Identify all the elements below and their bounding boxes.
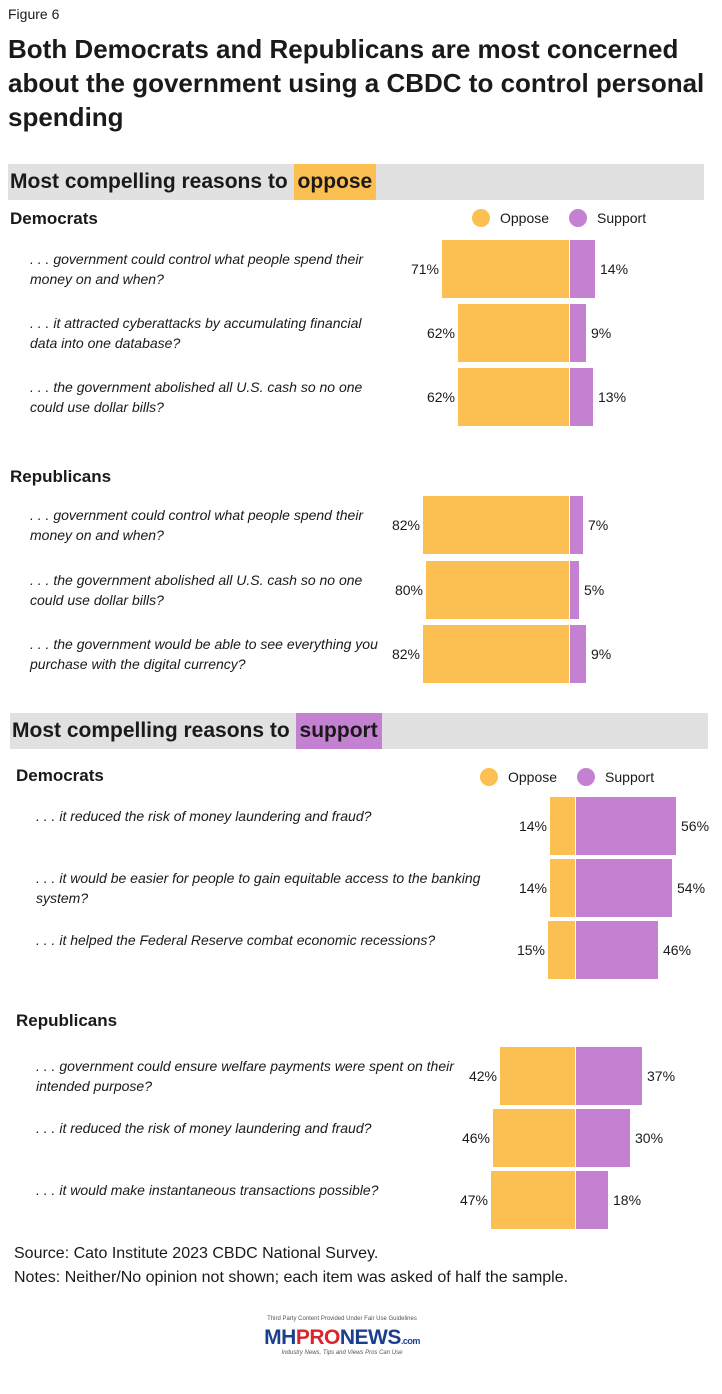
data-label-oppose: 82% [391,517,420,533]
bar-oppose [550,797,575,855]
data-label-support: 14% [600,261,629,277]
legend: Oppose Support [480,768,674,786]
question-text: . . . it would make instantaneous transa… [36,1182,379,1198]
bar-support [576,921,658,979]
data-label-support: 30% [635,1130,664,1146]
question-text: . . . the government abolished all U.S. … [30,572,363,608]
section-heading: Most compelling reasons to support [12,713,382,749]
data-label-oppose: 15% [516,942,545,958]
legend-oppose-label: Oppose [500,210,550,226]
data-label-support: 7% [588,517,609,533]
data-label-support: 13% [598,389,627,405]
question-text: . . . government could control what peop… [30,507,364,543]
legend-support-label: Support [597,210,647,226]
group-title-democrats: Democrats [10,209,98,228]
bar-support [570,625,586,683]
data-label-oppose: 14% [518,818,547,834]
data-label-oppose: 62% [426,389,455,405]
data-label-support: 18% [613,1192,642,1208]
data-label-support: 9% [591,325,612,341]
legend-support-label: Support [605,769,655,785]
question-text: . . . the government abolished all U.S. … [30,379,363,415]
bar-support [570,368,593,426]
group-title-republicans: Republicans [16,1011,118,1030]
bar-oppose [426,561,569,619]
data-label-support: 5% [584,582,605,598]
data-label-oppose: 82% [391,646,420,662]
question-text: . . . it reduced the risk of money laund… [36,1120,372,1136]
bar-support [576,1171,608,1229]
bar-oppose [548,921,575,979]
legend-support-swatch [569,209,588,227]
bar-oppose [458,304,569,362]
data-label-oppose: 80% [394,582,423,598]
data-label-oppose: 71% [410,261,439,277]
logo-mark-d: .com [400,1336,421,1346]
bar-support [570,496,583,554]
data-label-support: 37% [647,1068,676,1084]
question-text: . . . it would be easier for people to g… [36,870,481,906]
data-label-support: 56% [681,818,710,834]
notes-text: Notes: Neither/No opinion not shown; eac… [14,1269,569,1286]
bar-support [576,1047,642,1105]
logo-wordmark: MHPRONEWS.com [262,1326,422,1350]
bar-oppose [423,625,569,683]
legend-oppose-swatch [472,209,490,227]
legend: Oppose Support [472,209,666,227]
bar-oppose [423,496,569,554]
bar-support [570,304,586,362]
logo-mark-a: MH [264,1326,296,1349]
question-text: . . . it attracted cyberattacks by accum… [30,315,362,351]
source-text: Source: Cato Institute 2023 CBDC Nationa… [14,1245,379,1262]
bar-support [576,1109,630,1167]
data-label-oppose: 14% [518,880,547,896]
group-title-republicans: Republicans [10,467,112,486]
bar-oppose [491,1171,575,1229]
page-title: Both Democrats and Republicans are most … [8,34,705,132]
question-text: . . . it helped the Federal Reserve comb… [36,932,436,948]
logo-mark-b: PRO [295,1326,341,1349]
data-label-oppose: 46% [461,1130,490,1146]
section-heading-highlight: oppose [293,164,377,200]
logo-mark-c: NEWS [339,1326,402,1349]
bar-oppose [458,368,569,426]
figure-label: Figure 6 [8,6,60,22]
bar-support [576,859,672,917]
data-label-oppose: 47% [459,1192,488,1208]
bar-oppose [442,240,569,298]
question-text: . . . government could ensure welfare pa… [36,1058,454,1094]
group-title-democrats: Democrats [16,766,104,785]
legend-support-swatch [577,768,596,786]
section-heading: Most compelling reasons to oppose [10,164,377,200]
data-label-support: 46% [663,942,692,958]
legend-oppose-label: Oppose [508,769,558,785]
data-label-support: 9% [591,646,612,662]
bar-oppose [493,1109,575,1167]
section-heading-prefix: Most compelling reasons to [12,719,296,742]
bar-support [570,240,595,298]
section-heading-band: Most compelling reasons to support [10,713,708,749]
data-label-oppose: 42% [468,1068,497,1084]
bar-support [576,797,676,855]
bar-oppose [550,859,575,917]
question-text: . . . the government would be able to se… [30,636,378,672]
bar-support [570,561,579,619]
data-label-oppose: 62% [426,325,455,341]
section-heading-highlight: support [295,713,382,749]
bar-oppose [500,1047,575,1105]
question-text: . . . government could control what peop… [30,251,364,287]
source-notes: Source: Cato Institute 2023 CBDC Nationa… [14,1242,568,1290]
question-text: . . . it reduced the risk of money laund… [36,808,372,824]
section-heading-prefix: Most compelling reasons to [10,170,294,193]
logo-fine-print: Third Party Content Provided Under Fair … [267,1316,417,1322]
legend-oppose-swatch [480,768,498,786]
data-label-support: 54% [677,880,706,896]
logo-tagline: Industry News, Tips and Views Pros Can U… [281,1350,403,1356]
mhpronews-logo: Third Party Content Provided Under Fair … [262,1316,422,1356]
section-heading-band: Most compelling reasons to oppose [8,164,704,200]
